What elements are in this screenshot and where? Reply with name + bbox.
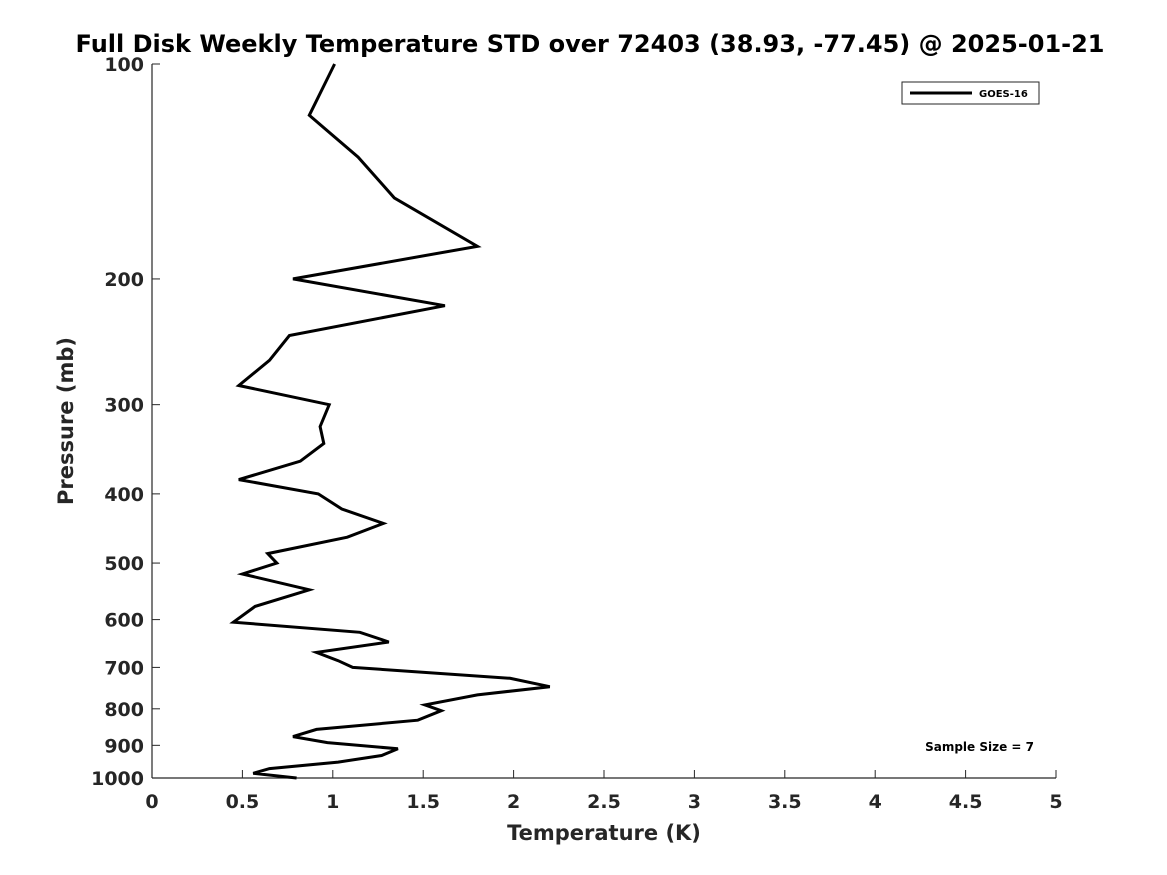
y-tick-label: 200 <box>104 269 144 291</box>
y-tick-label: 1000 <box>91 768 144 790</box>
series-layer <box>229 63 551 780</box>
x-tick-label: 2 <box>507 791 520 813</box>
x-tick-label: 3 <box>688 791 701 813</box>
y-tick-label: 900 <box>104 735 144 757</box>
y-axis-label: Pressure (mb) <box>54 337 78 505</box>
chart-title: Full Disk Weekly Temperature STD over 72… <box>76 30 1105 58</box>
x-tick-label: 3.5 <box>768 791 802 813</box>
y-tick-label: 300 <box>104 395 144 417</box>
y-tick-label: 400 <box>104 484 144 506</box>
x-tick-label: 1 <box>326 791 339 813</box>
x-tick-label: 5 <box>1049 791 1062 813</box>
axes <box>151 64 1056 779</box>
y-tick-label: 500 <box>104 553 144 575</box>
x-tick-label: 0.5 <box>226 791 260 813</box>
legend: GOES-16 <box>901 81 1040 105</box>
x-tick-label: 1.5 <box>406 791 440 813</box>
y-axis-ticks: 100 200 300 400 500 600 700 800 900 1000 <box>91 54 160 790</box>
x-tick-label: 4.5 <box>949 791 983 813</box>
x-axis-label: Temperature (K) <box>507 821 701 845</box>
series-line-goes-16 <box>229 63 551 780</box>
legend-entry-goes-16: GOES-16 <box>979 89 1028 100</box>
y-tick-label: 100 <box>104 54 144 76</box>
x-axis-ticks: 0 0.5 1 1.5 2 2.5 3 3.5 4 4.5 5 <box>145 770 1063 813</box>
x-tick-label: 4 <box>869 791 882 813</box>
y-tick-label: 600 <box>104 610 144 632</box>
x-tick-label: 0 <box>145 791 158 813</box>
y-tick-label: 800 <box>104 699 144 721</box>
sample-size-annotation: Sample Size = 7 <box>925 740 1034 754</box>
y-tick-label: 700 <box>104 657 144 679</box>
x-tick-label: 2.5 <box>587 791 621 813</box>
